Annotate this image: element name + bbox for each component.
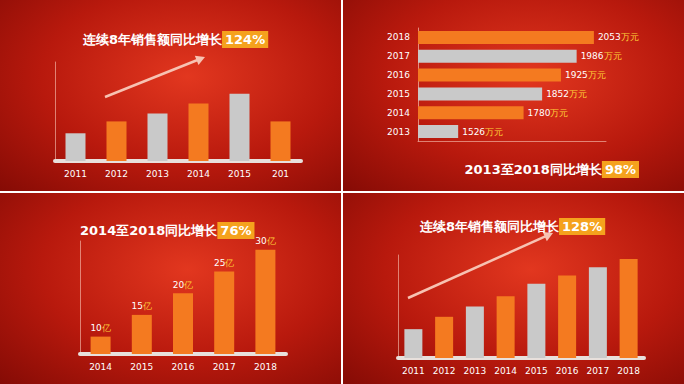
svg-text:2015: 2015	[228, 169, 251, 179]
svg-text:亿: 亿	[266, 236, 276, 246]
svg-text:2017: 2017	[387, 51, 410, 61]
svg-text:2018: 2018	[254, 362, 277, 372]
svg-text:2015: 2015	[387, 89, 410, 99]
svg-text:2053: 2053	[598, 32, 621, 42]
svg-text:10: 10	[90, 323, 102, 333]
svg-text:1852: 1852	[546, 89, 569, 99]
svg-text:98%: 98%	[605, 162, 636, 177]
svg-text:2012: 2012	[433, 366, 456, 376]
svg-text:2018: 2018	[387, 32, 410, 42]
svg-text:2011: 2011	[64, 169, 87, 179]
svg-text:15: 15	[132, 301, 143, 311]
svg-text:2013: 2013	[387, 127, 410, 137]
svg-text:连续8年销售额同比增长: 连续8年销售额同比增长	[419, 219, 560, 234]
svg-text:2013: 2013	[146, 169, 169, 179]
svg-text:万元: 万元	[604, 51, 622, 61]
svg-text:2015: 2015	[525, 366, 548, 376]
svg-text:万元: 万元	[621, 32, 639, 42]
svg-text:万元: 万元	[485, 127, 503, 137]
svg-text:万元: 万元	[588, 70, 606, 80]
svg-text:76%: 76%	[220, 223, 251, 238]
svg-text:1986: 1986	[581, 51, 604, 61]
svg-text:2015: 2015	[130, 362, 153, 372]
svg-text:连续8年销售额同比增长: 连续8年销售额同比增长	[82, 32, 223, 47]
svg-text:2012: 2012	[105, 169, 128, 179]
svg-text:亿: 亿	[183, 280, 193, 290]
svg-text:20: 20	[173, 280, 185, 290]
svg-text:2018: 2018	[617, 366, 640, 376]
svg-text:亿: 亿	[224, 258, 234, 268]
svg-text:万元: 万元	[550, 108, 568, 118]
svg-text:2014: 2014	[494, 366, 517, 376]
svg-text:2013至2018同比增长: 2013至2018同比增长	[465, 162, 603, 177]
svg-text:2016: 2016	[172, 362, 195, 372]
svg-text:201: 201	[272, 169, 289, 179]
svg-text:2014: 2014	[89, 362, 112, 372]
svg-text:1925: 1925	[565, 70, 588, 80]
svg-text:1780: 1780	[528, 108, 551, 118]
svg-text:亿: 亿	[101, 323, 111, 333]
svg-text:2016: 2016	[387, 70, 410, 80]
svg-text:2011: 2011	[402, 366, 425, 376]
svg-text:2013: 2013	[463, 366, 486, 376]
svg-text:2014至2018同比增长: 2014至2018同比增长	[80, 223, 218, 238]
svg-text:亿: 亿	[142, 301, 152, 311]
svg-text:2017: 2017	[213, 362, 236, 372]
svg-text:30: 30	[255, 236, 267, 246]
svg-text:2014: 2014	[387, 108, 410, 118]
svg-text:124%: 124%	[225, 32, 265, 47]
svg-text:万元: 万元	[569, 89, 587, 99]
svg-text:128%: 128%	[562, 219, 602, 234]
svg-text:2016: 2016	[556, 366, 579, 376]
svg-text:2014: 2014	[187, 169, 210, 179]
svg-text:1526: 1526	[462, 127, 485, 137]
svg-text:25: 25	[214, 258, 225, 268]
svg-text:2017: 2017	[586, 366, 609, 376]
